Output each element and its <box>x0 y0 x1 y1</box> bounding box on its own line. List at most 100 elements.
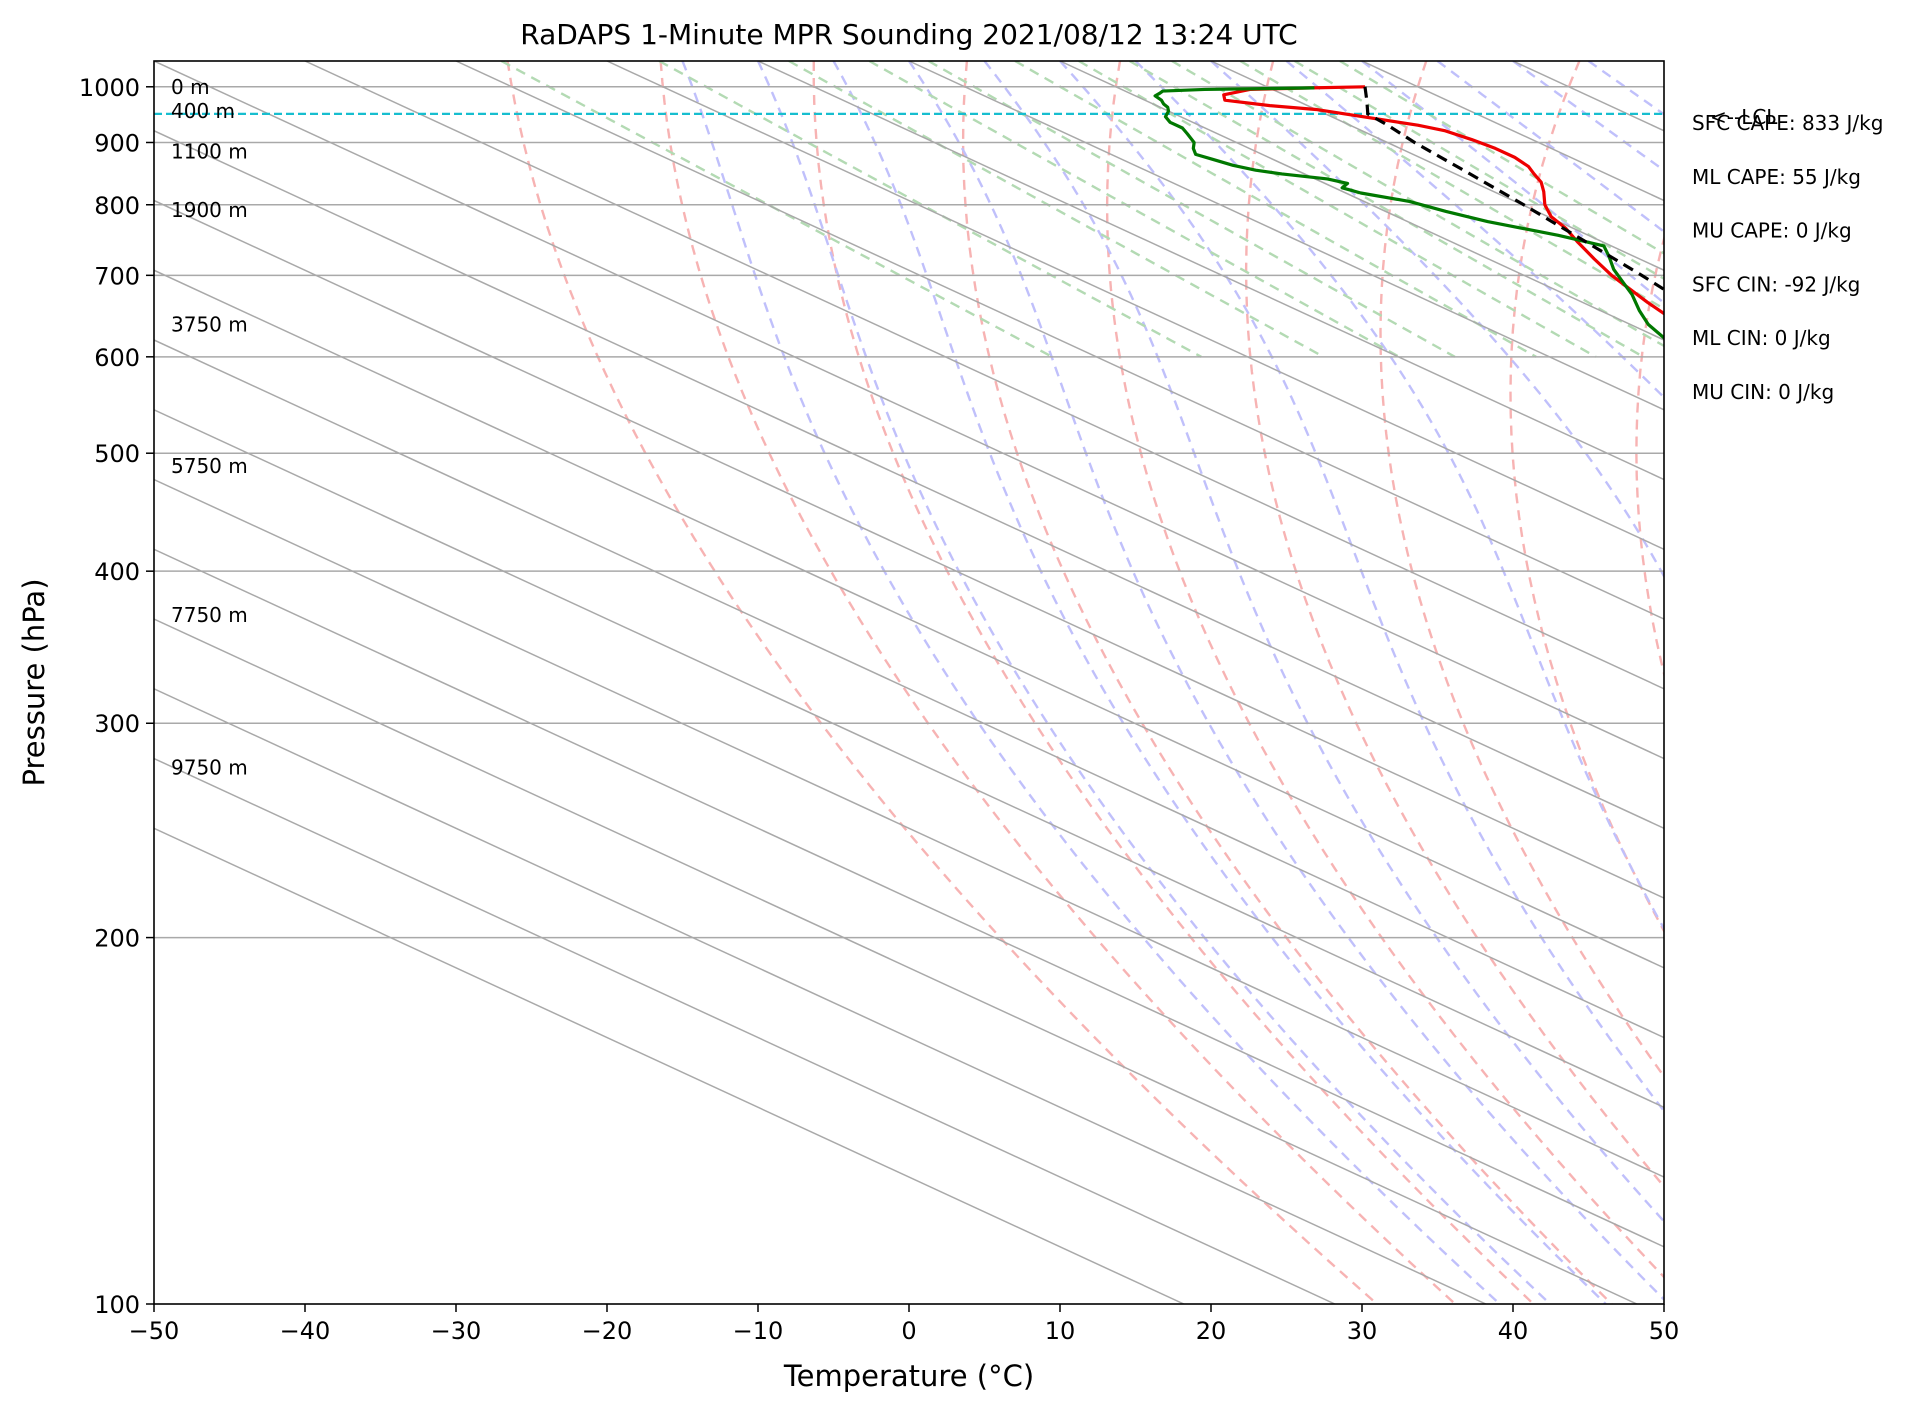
plot-frame <box>153 60 1665 1305</box>
mixing-ratio-line <box>1294 61 1664 281</box>
isotherm-line <box>908 61 1664 411</box>
isotherm-line <box>154 199 1664 899</box>
height-label: 3750 m <box>171 312 248 336</box>
x-tick-label: 0 <box>901 1317 916 1345</box>
stat-annotation: MU CAPE: 0 J/kg <box>1692 219 1852 243</box>
lcl-label: <--LCL <box>1710 105 1778 129</box>
moist-adiabat-line <box>1210 61 1664 579</box>
mixing-ratio-line <box>868 61 1400 358</box>
isotherm-line <box>1663 61 1664 62</box>
isotherm-line <box>1210 61 1664 272</box>
dry-adiabat-line <box>1509 61 1664 934</box>
isotherm-line <box>455 61 1664 620</box>
stat-annotation: MU CIN: 0 J/kg <box>1692 380 1834 404</box>
stat-annotation: SFC CAPE: 833 J/kg <box>1692 111 1883 135</box>
x-tick-label: 10 <box>1045 1317 1076 1345</box>
temperature-line <box>1222 85 1664 316</box>
height-label: 1900 m <box>171 198 248 222</box>
mixing-ratio-line <box>1339 61 1664 255</box>
mixing-ratio-line <box>1014 61 1537 358</box>
isotherm-line <box>606 61 1664 551</box>
dry-adiabat-line <box>1759 61 1911 1304</box>
y-tick-label: 800 <box>94 192 140 220</box>
y-tick-label: 100 <box>94 1291 140 1319</box>
mixing-ratio-line <box>658 61 1202 358</box>
y-tick-label: 200 <box>94 925 140 953</box>
stat-annotation: SFC CIN: -92 J/kg <box>1692 272 1860 296</box>
data-lines <box>154 85 1664 340</box>
isotherm-line <box>154 339 1664 1039</box>
isotherm-line <box>154 61 1664 760</box>
dry-adiabat-line <box>961 61 1613 1304</box>
y-tick-label: 300 <box>94 710 140 738</box>
stat-annotation: ML CAPE: 55 J/kg <box>1692 165 1861 189</box>
height-label: 400 m <box>171 99 235 123</box>
moist-adiabat-line <box>1587 61 1664 116</box>
isotherm-line <box>154 478 1664 1178</box>
y-tick-label: 500 <box>94 440 140 468</box>
height-label: 0 m <box>171 75 210 99</box>
moist-adiabat-line <box>756 61 1551 1304</box>
isotherm-line <box>154 618 1638 1304</box>
mixing-ratio-line <box>1078 61 1597 358</box>
y-tick-label: 600 <box>94 344 140 372</box>
dry-adiabat-line <box>1379 61 1664 1079</box>
isotherm-line <box>154 269 1664 969</box>
x-tick-label: −50 <box>129 1317 180 1345</box>
dry-adiabat-line <box>1635 234 1664 679</box>
dry-adiabat-line <box>659 61 1457 1304</box>
mixing-ratio-line <box>927 61 1456 358</box>
isotherm-line <box>757 61 1664 481</box>
x-tick-label: −40 <box>280 1317 331 1345</box>
y-tick-label: 1000 <box>79 74 140 102</box>
isotherm-line <box>154 129 1664 830</box>
stat-annotation: ML CIN: 0 J/kg <box>1692 326 1831 350</box>
y-tick-label: 400 <box>94 558 140 586</box>
x-tick-label: 20 <box>1196 1317 1227 1345</box>
y-axis-label: Pressure (hPa) <box>17 578 51 786</box>
isotherm-line <box>1059 61 1664 341</box>
x-tick-label: −10 <box>733 1317 784 1345</box>
dewpoint-line <box>1153 86 1664 340</box>
isotherm-line <box>154 757 1336 1304</box>
moist-adiabat-line <box>832 61 1607 1304</box>
height-label: 9750 m <box>171 755 248 779</box>
moist-adiabat-line <box>1134 61 1664 931</box>
parcel-profile-line <box>1363 86 1664 292</box>
moist-adiabat-line <box>1059 61 1664 1113</box>
isotherm-line <box>304 61 1664 690</box>
x-tick-label: −20 <box>582 1317 633 1345</box>
moist-adiabat-line <box>1436 61 1664 234</box>
x-tick-label: 40 <box>1498 1317 1529 1345</box>
mixing-ratio-line <box>1171 61 1664 348</box>
isotherm-line <box>1361 61 1664 202</box>
isotherm-line <box>154 687 1487 1304</box>
height-label: 7750 m <box>171 603 248 627</box>
mixing-ratio-line <box>788 61 1325 358</box>
moist-adiabat-line <box>681 61 1501 1304</box>
moist-adiabat-line <box>983 61 1664 1224</box>
moist-adiabat-line <box>1361 61 1664 305</box>
height-label: 1100 m <box>171 139 248 163</box>
chart-title: RaDAPS 1-Minute MPR Sounding 2021/08/12 … <box>520 18 1297 51</box>
background-lines <box>154 61 1911 1304</box>
moist-adiabat-line <box>908 61 1664 1302</box>
x-tick-label: −30 <box>431 1317 482 1345</box>
mixing-ratio-line <box>1128 61 1644 358</box>
isotherm-line <box>154 408 1664 1109</box>
moist-adiabat-line <box>1663 61 1664 63</box>
dry-adiabat-line <box>1877 61 1911 1304</box>
x-tick-label: 30 <box>1347 1317 1378 1345</box>
dry-adiabat-line <box>812 61 1535 1304</box>
dry-adiabat-line <box>506 61 1378 1304</box>
dry-adiabat-line <box>1105 61 1664 1279</box>
isotherm-line <box>154 548 1664 1248</box>
axis-ticks <box>146 86 1665 1312</box>
y-tick-label: 700 <box>94 262 140 290</box>
dry-adiabat-line <box>1244 61 1664 1189</box>
moist-adiabat-line <box>1285 61 1664 400</box>
height-label: 5750 m <box>171 454 248 478</box>
isotherm-line <box>154 827 1185 1304</box>
